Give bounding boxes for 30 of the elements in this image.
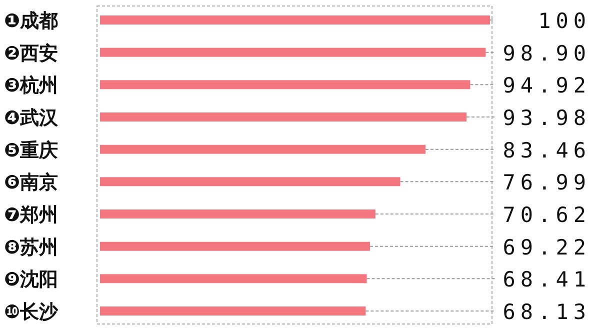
y-tick-label: ❻南京	[4, 172, 58, 194]
bar	[100, 48, 486, 57]
data-label: 69.22	[502, 235, 591, 260]
bar	[100, 80, 470, 90]
bar	[100, 210, 376, 218]
bar	[100, 16, 490, 24]
data-label: 94.92	[502, 74, 591, 98]
data-label: 100	[538, 9, 591, 33]
y-tick-label: ❶成都	[4, 10, 58, 32]
data-label: 68.41	[502, 268, 591, 292]
data-label: 98.90	[502, 41, 591, 66]
data-label: 83.46	[502, 138, 591, 162]
y-tick-label: ❸杭州	[4, 74, 58, 97]
bar	[100, 274, 367, 284]
y-tick-label: ❾沈阳	[4, 268, 58, 291]
y-tick-label: ❹武汉	[4, 107, 60, 129]
bar	[100, 242, 370, 251]
data-label: 70.62	[502, 203, 591, 227]
data-label: 93.98	[502, 106, 591, 130]
y-tick-label: ❼郑州	[4, 204, 58, 226]
y-tick-label: ❷西安	[4, 42, 58, 64]
bar	[100, 112, 467, 122]
data-label: 76.99	[502, 170, 591, 195]
bar	[100, 144, 426, 154]
data-label: 68.13	[502, 300, 591, 324]
y-tick-label: ❿长沙	[4, 301, 60, 323]
bar	[100, 306, 366, 316]
y-tick-label: ❽苏州	[4, 236, 58, 258]
y-tick-label: ❺重庆	[4, 139, 58, 162]
bar	[100, 177, 400, 186]
